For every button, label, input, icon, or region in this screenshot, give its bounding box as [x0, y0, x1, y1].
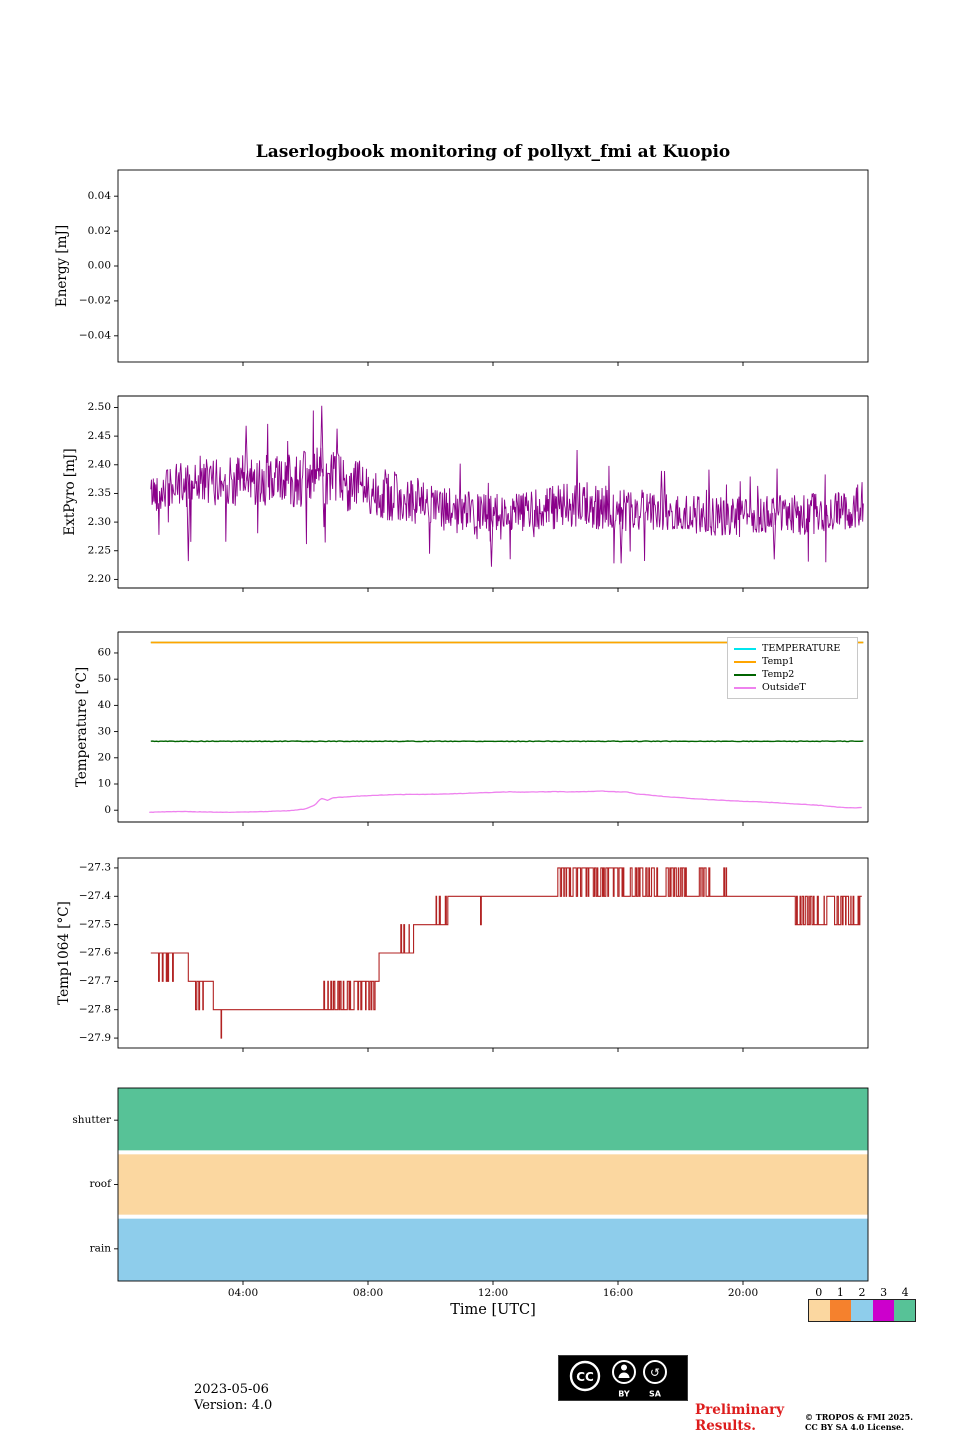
colorbar-cells	[808, 1299, 916, 1322]
footer-version: Version: 4.0	[194, 1398, 273, 1413]
legend-line-sample	[734, 647, 756, 650]
legend-entry: Temp2	[734, 668, 851, 681]
colorbar-tick-label: 3	[880, 1286, 888, 1299]
cc-logo-text: CC	[576, 1370, 594, 1384]
preliminary-note: Preliminary Results.	[695, 1402, 784, 1434]
cc-circle-icon	[569, 1360, 601, 1392]
colorbar-cell	[893, 1300, 916, 1321]
copyright-line1: © TROPOS & FMI 2025.	[805, 1412, 914, 1422]
colorbar-cell	[851, 1300, 873, 1321]
time-axis-label: Time [UTC]	[450, 1302, 536, 1318]
legend-label: Temp2	[762, 669, 795, 680]
colorbar-tick-label: 4	[901, 1286, 909, 1299]
colorbar-cell	[830, 1300, 852, 1321]
colorbar-tick-label: 0	[815, 1286, 823, 1299]
copyright-note: © TROPOS & FMI 2025. CC BY SA 4.0 Licens…	[805, 1412, 913, 1432]
legend-line-sample	[734, 673, 756, 676]
footer-date: 2023-05-06	[194, 1382, 269, 1397]
colorbar-cell	[809, 1300, 831, 1321]
colorbar-tick-label: 2	[858, 1286, 866, 1299]
person-body-icon	[618, 1372, 630, 1378]
person-icon	[621, 1364, 627, 1371]
preliminary-line1: Preliminary	[695, 1402, 785, 1418]
cc-license-badge: CC BY ↺ SA	[558, 1355, 688, 1401]
temp1064-axis-label: Temp1064 [°C]	[56, 901, 72, 1005]
sa-circle-icon	[643, 1360, 667, 1384]
temperature-axis-label: Temperature [°C]	[74, 666, 90, 788]
legend-label: Temp1	[762, 656, 795, 667]
legend-entry: OutsideT	[734, 681, 851, 694]
legend-label: OutsideT	[762, 682, 806, 693]
extpyro-axis-label: ExtPyro [mJ]	[62, 448, 78, 536]
colorbar-cell	[872, 1300, 894, 1321]
legend-entry: Temp1	[734, 655, 851, 668]
preliminary-line2: Results.	[695, 1418, 756, 1434]
legend-line-sample	[734, 686, 756, 689]
legend-entry: TEMPERATURE	[734, 642, 851, 655]
energy-axis-label: Energy [mJ]	[54, 224, 70, 308]
legend-label: TEMPERATURE	[762, 643, 841, 654]
cc-sa-text: SA	[649, 1390, 662, 1399]
legend-line-sample	[734, 660, 756, 663]
copyright-line2: CC BY SA 4.0 License.	[805, 1422, 904, 1432]
cc-by-text: BY	[618, 1390, 630, 1399]
sa-arrow-icon: ↺	[650, 1366, 660, 1380]
footer-date-block: 2023-05-06 Version: 4.0	[194, 1382, 272, 1414]
figure-title: Laserlogbook monitoring of pollyxt_fmi a…	[255, 142, 731, 162]
colorbar-tick-label: 1	[836, 1286, 844, 1299]
by-circle-icon	[612, 1360, 636, 1384]
temperature-legend: TEMPERATURE Temp1 Temp2 OutsideT	[727, 637, 858, 699]
